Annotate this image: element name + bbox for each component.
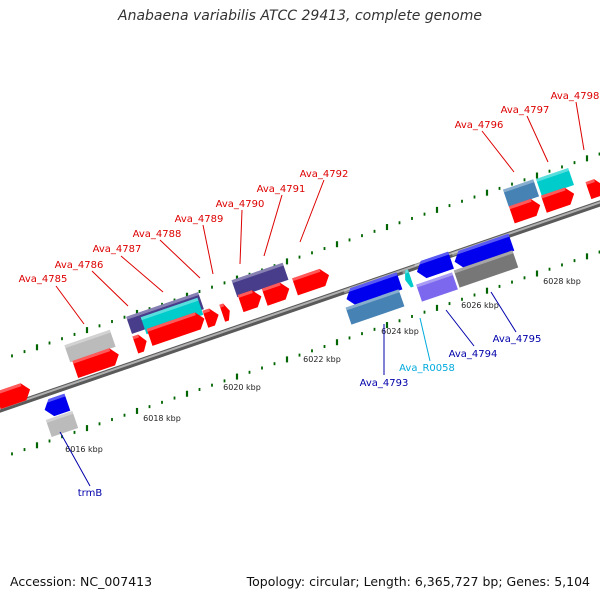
feature-track	[0, 167, 600, 438]
gene-feature[interactable]	[343, 272, 403, 307]
gene-leader-line	[299, 179, 325, 243]
gene-feature[interactable]	[453, 250, 519, 288]
gene-label[interactable]: Ava_4786	[55, 260, 104, 271]
gene-feature[interactable]	[45, 410, 79, 438]
gene-label[interactable]: Ava_4788	[133, 229, 182, 240]
gene-feature[interactable]	[237, 288, 265, 313]
gene-feature[interactable]	[231, 262, 289, 298]
gene-feature[interactable]	[219, 302, 232, 322]
gene-feature[interactable]	[140, 297, 204, 335]
gene-label[interactable]: Ava_4789	[175, 214, 224, 225]
gene-labels: trmB Ava_4785 Ava_4786 Ava_4787 Ava_4788 Ava_…	[19, 91, 600, 499]
gene-leader-line	[59, 431, 91, 487]
gene-leader-line	[526, 115, 549, 163]
accession-text: Accession: NC_007413	[10, 574, 153, 589]
gene-label[interactable]: Ava_4797	[501, 105, 550, 116]
gene-feature[interactable]	[41, 393, 71, 419]
gene-leader-line	[239, 209, 243, 265]
gene-label[interactable]: Ava_4791	[257, 184, 306, 195]
gene-feature[interactable]	[540, 185, 577, 213]
gene-leader-line	[445, 309, 475, 347]
gene-feature[interactable]	[416, 272, 458, 302]
gene-leader-line	[481, 130, 515, 173]
scale-tick-label: 6024 kbp	[381, 327, 419, 336]
gene-feature[interactable]	[0, 381, 33, 410]
gene-label[interactable]: Ava_4796	[455, 120, 504, 131]
gene-leader-line	[91, 270, 129, 307]
gene-feature[interactable]	[64, 329, 116, 363]
gene-leader-line	[55, 285, 85, 325]
gene-leader-line	[202, 224, 214, 275]
gene-feature[interactable]	[345, 289, 405, 325]
gene-label[interactable]: Ava_4790	[216, 199, 265, 210]
map-title: Anabaena variabilis ATCC 29413, complete…	[118, 8, 482, 24]
gene-feature[interactable]	[414, 251, 454, 281]
gene-feature[interactable]	[502, 179, 540, 207]
gene-label[interactable]: Ava_R0058	[399, 363, 455, 374]
scale-tick-label: 6016 kbp	[65, 445, 103, 454]
gene-label[interactable]: Ava_4787	[93, 244, 142, 255]
scale-tick-label: 6018 kbp	[143, 414, 181, 423]
gene-feature[interactable]	[292, 267, 332, 296]
gene-feature[interactable]	[132, 333, 149, 354]
gene-label[interactable]: Ava_4785	[19, 274, 68, 285]
gene-leader-line	[575, 101, 585, 151]
gene-leader-line	[120, 255, 164, 293]
scale-tick-label: 6028 kbp	[543, 277, 581, 286]
gene-feature[interactable]	[535, 167, 575, 197]
gene-label[interactable]: Ava_4792	[300, 169, 349, 180]
gene-label[interactable]: Ava_4793	[360, 378, 409, 389]
gene-leader-line	[490, 291, 517, 333]
genome-backbone	[0, 200, 600, 413]
scale-labels: 6016 kbp 6018 kbp 6020 kbp 6022 kbp 6024 kbp…	[65, 277, 581, 454]
gene-label[interactable]: trmB	[78, 488, 103, 499]
gene-label[interactable]: Ava_4798	[551, 91, 600, 102]
gene-feature[interactable]	[261, 280, 292, 306]
scale-tick-label: 6022 kbp	[303, 355, 341, 364]
scale-tick-label: 6020 kbp	[223, 383, 261, 392]
genome-summary-text: Topology: circular; Length: 6,365,727 bp…	[246, 574, 590, 589]
gene-feature[interactable]	[585, 177, 600, 200]
gene-label[interactable]: Ava_4794	[449, 349, 498, 360]
gene-feature[interactable]	[146, 310, 208, 346]
gene-feature[interactable]	[202, 306, 221, 328]
gene-feature[interactable]	[72, 346, 121, 378]
gene-leader-line	[159, 239, 201, 279]
gene-feature[interactable]	[402, 269, 414, 289]
gene-leader-line	[263, 194, 283, 257]
gene-feature[interactable]	[451, 233, 515, 271]
gene-leader-line	[419, 317, 431, 362]
tick-tracks	[11, 152, 600, 456]
scale-tick-label: 6026 kbp	[461, 301, 499, 310]
gene-label[interactable]: Ava_4795	[493, 334, 542, 345]
gene-feature[interactable]	[508, 197, 543, 224]
